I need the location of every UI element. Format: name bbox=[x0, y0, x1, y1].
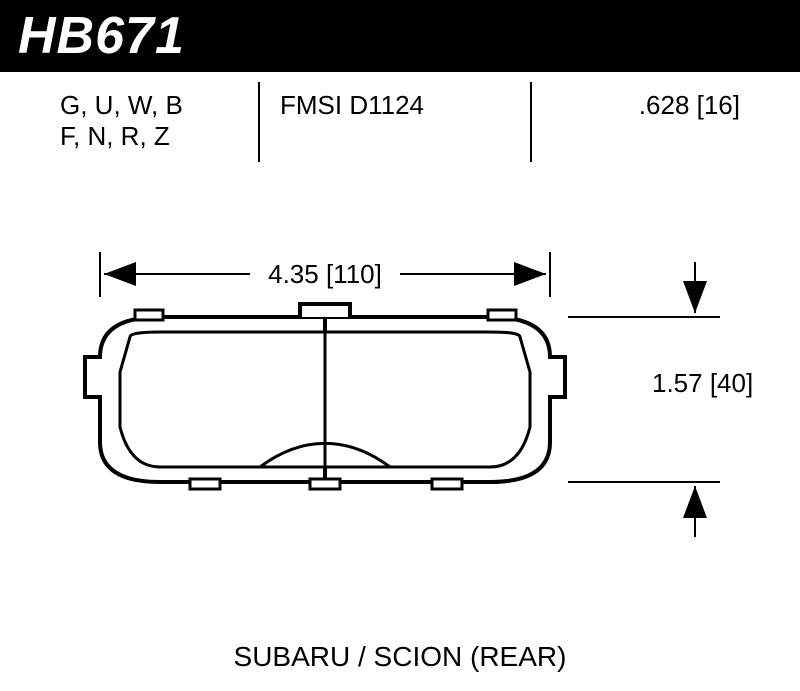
height-label: 1.57 [40] bbox=[652, 368, 753, 398]
separator bbox=[258, 82, 260, 162]
height-dimension: 1.57 [40] bbox=[568, 262, 753, 537]
brake-pad-shape bbox=[85, 304, 565, 489]
thickness: .628 [16] bbox=[560, 90, 740, 121]
compound-codes-line2: F, N, R, Z bbox=[60, 121, 250, 152]
compound-codes-line1: G, U, W, B bbox=[60, 90, 250, 121]
width-label: 4.35 [110] bbox=[268, 259, 382, 289]
part-number: HB671 bbox=[18, 10, 185, 62]
width-dimension: 4.35 [110] bbox=[100, 252, 550, 297]
application-label: SUBARU / SCION (REAR) bbox=[0, 641, 800, 673]
separator bbox=[530, 82, 532, 162]
diagram: 4.35 [110] bbox=[0, 182, 800, 622]
compound-codes: G, U, W, B F, N, R, Z bbox=[60, 90, 250, 152]
spec-sheet: HB671 G, U, W, B F, N, R, Z FMSI D1124 .… bbox=[0, 0, 800, 691]
header-bar: HB671 bbox=[0, 0, 800, 72]
info-row: G, U, W, B F, N, R, Z FMSI D1124 .628 [1… bbox=[0, 72, 800, 182]
fmsi-code: FMSI D1124 bbox=[280, 90, 500, 121]
